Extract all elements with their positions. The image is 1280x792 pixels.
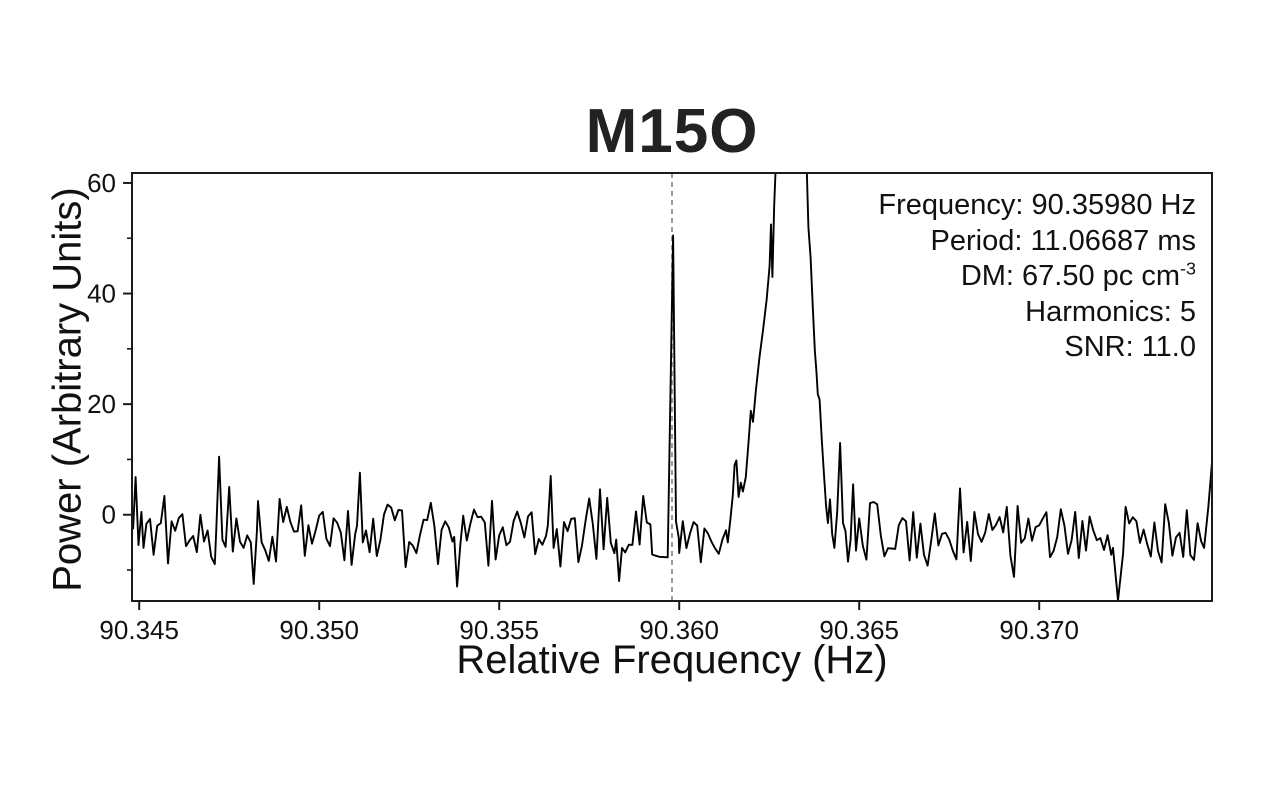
y-axis-label: Power (Arbitrary Units) <box>45 187 90 592</box>
x-tick-label: 90.365 <box>819 615 899 645</box>
x-axis-label: Relative Frequency (Hz) <box>456 638 888 682</box>
y-tick-label: 20 <box>87 389 116 419</box>
x-tick-label: 90.360 <box>639 615 719 645</box>
x-tick-label: 90.345 <box>99 615 179 645</box>
annotation-line-harmonics: Harmonics: 5 <box>1025 295 1196 328</box>
annotation-line-period: Period: 11.06687 ms <box>930 224 1196 257</box>
y-tick-label: 0 <box>102 500 116 530</box>
y-tick-label: 40 <box>87 279 116 309</box>
chart-title: M15O <box>585 97 759 166</box>
x-tick-label: 90.350 <box>279 615 359 645</box>
plot-frame <box>131 172 1213 602</box>
x-tick-label: 90.355 <box>459 615 539 645</box>
spectrum-trace <box>132 173 1212 601</box>
annotation-line-dm: DM: 67.50 pc cm-3 <box>960 258 1196 292</box>
annotation-box: Frequency: 90.35980 Hz Period: 11.06687 … <box>878 188 1196 366</box>
annotation-line-frequency: Frequency: 90.35980 Hz <box>878 189 1196 221</box>
annotation-line-snr: SNR: 11.0 <box>1064 331 1196 363</box>
x-tick-label: 90.370 <box>999 615 1079 645</box>
y-tick-label: 60 <box>87 168 116 198</box>
